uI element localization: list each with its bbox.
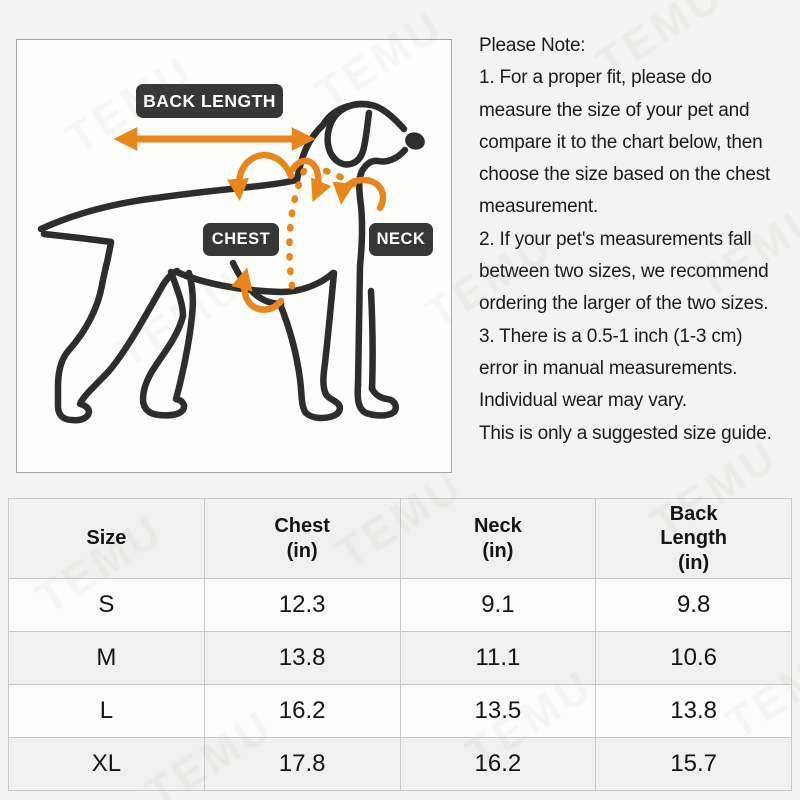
table-row: L 16.2 13.5 13.8 <box>8 684 792 738</box>
measurement-arrows <box>113 127 387 313</box>
table-header-row: Size Chest (in) Neck (in) Back Length (i… <box>8 498 792 579</box>
neck-label: NECK <box>369 223 433 256</box>
note-line: ordering the larger of the two sizes. <box>479 293 769 315</box>
neck-girth-dashes <box>322 167 368 194</box>
note-line: error in manual measurements. <box>479 357 738 379</box>
table-row: M 13.8 11.1 10.6 <box>8 631 792 685</box>
dog-nose <box>405 132 425 150</box>
chest-wrap-arrow-left <box>226 151 295 201</box>
note-line: Individual wear may vary. <box>479 390 687 412</box>
size-chart-table: Size Chest (in) Neck (in) Back Length (i… <box>8 498 792 791</box>
dog-measurement-diagram: BACK LENGTH CHEST NECK <box>16 39 452 473</box>
cell-chest: 12.3 <box>203 578 401 632</box>
header-neck: Neck (in) <box>399 498 597 579</box>
note-line: 1. For a proper fit, please do <box>479 67 712 89</box>
cell-size: L <box>8 684 205 738</box>
note-line: choose the size based on the chest <box>479 164 771 186</box>
chest-wrap-arrow-bottom <box>231 267 285 313</box>
note-line: 3. There is a 0.5-1 inch (1-3 cm) <box>479 325 743 347</box>
header-chest: Chest (in) <box>203 498 401 579</box>
chest-girth-dashes <box>286 167 308 297</box>
cell-neck: 13.5 <box>399 684 597 738</box>
cell-back-length: 9.8 <box>595 578 792 632</box>
cell-size: M <box>8 631 205 685</box>
note-line: compare it to the chart below, then <box>479 131 763 153</box>
note-line: Please Note: <box>479 35 586 56</box>
note-line: measurement. <box>479 196 599 218</box>
cell-neck: 9.1 <box>399 578 597 632</box>
cell-back-length: 15.7 <box>595 737 792 791</box>
header-size: Size <box>8 498 205 579</box>
table-row: XL 17.8 16.2 15.7 <box>8 737 792 791</box>
cell-neck: 11.1 <box>399 631 597 685</box>
chest-wrap-arrow-right <box>289 157 332 203</box>
cell-chest: 13.8 <box>203 631 401 685</box>
cell-size: S <box>8 578 205 632</box>
note-text: Please Note: 1. For a proper fit, please… <box>479 30 799 450</box>
dog-outline <box>37 100 409 424</box>
back-length-label: BACK LENGTH <box>136 84 283 118</box>
cell-size: XL <box>8 737 205 791</box>
cell-back-length: 13.8 <box>595 684 792 738</box>
chest-label: CHEST <box>203 223 279 256</box>
table-row: S 12.3 9.1 9.8 <box>8 578 792 632</box>
note-line: between two sizes, we recommend <box>479 261 769 283</box>
cell-neck: 16.2 <box>399 737 597 791</box>
dog-line-art <box>37 100 425 424</box>
cell-chest: 17.8 <box>203 737 401 791</box>
cell-back-length: 10.6 <box>595 631 792 685</box>
cell-chest: 16.2 <box>203 684 401 738</box>
note-line: This is only a suggested size guide. <box>479 422 772 444</box>
header-back-length: Back Length (in) <box>595 498 792 579</box>
note-line: 2. If your pet's measurements fall <box>479 228 752 250</box>
neck-wrap-arrow <box>332 176 387 212</box>
note-line: measure the size of your pet and <box>479 99 750 121</box>
